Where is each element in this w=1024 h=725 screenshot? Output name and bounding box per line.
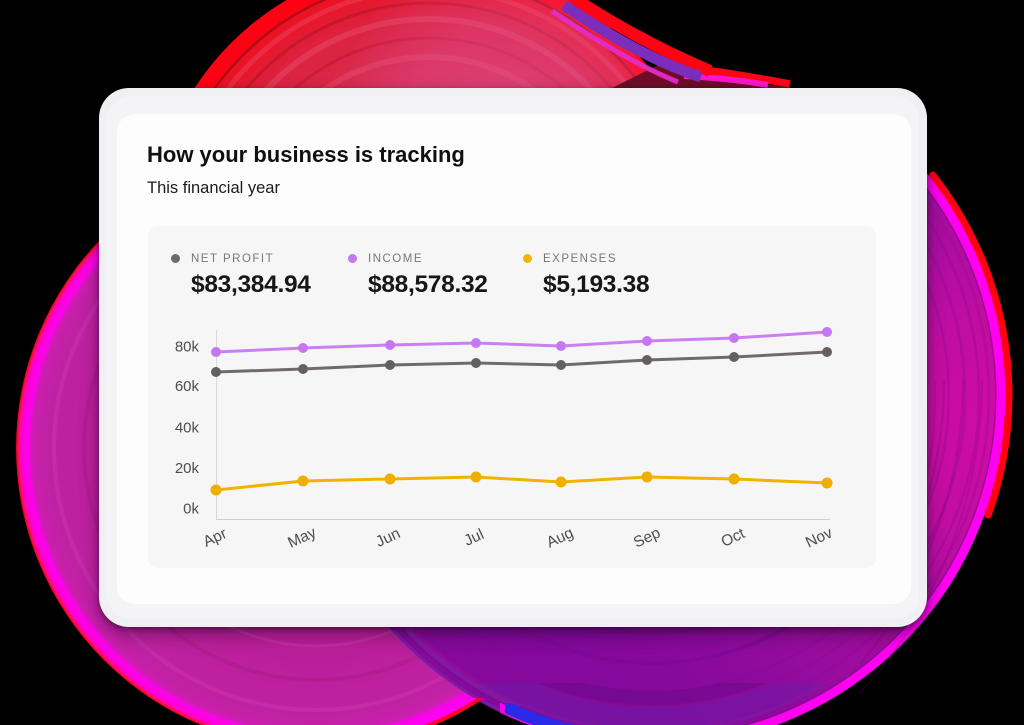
svg-text:Jun: Jun [373, 525, 403, 551]
svg-text:60k: 60k [175, 378, 200, 395]
svg-text:Oct: Oct [719, 525, 749, 551]
svg-text:0k: 0k [183, 501, 199, 518]
svg-text:Aug: Aug [544, 524, 576, 551]
svg-text:80k: 80k [175, 339, 200, 356]
svg-text:May: May [285, 524, 319, 552]
svg-text:40k: 40k [175, 420, 200, 437]
svg-text:Sep: Sep [631, 524, 663, 551]
svg-text:20k: 20k [175, 460, 200, 477]
svg-text:Jul: Jul [462, 526, 487, 550]
svg-text:Nov: Nov [803, 524, 835, 551]
svg-text:Apr: Apr [201, 525, 230, 551]
